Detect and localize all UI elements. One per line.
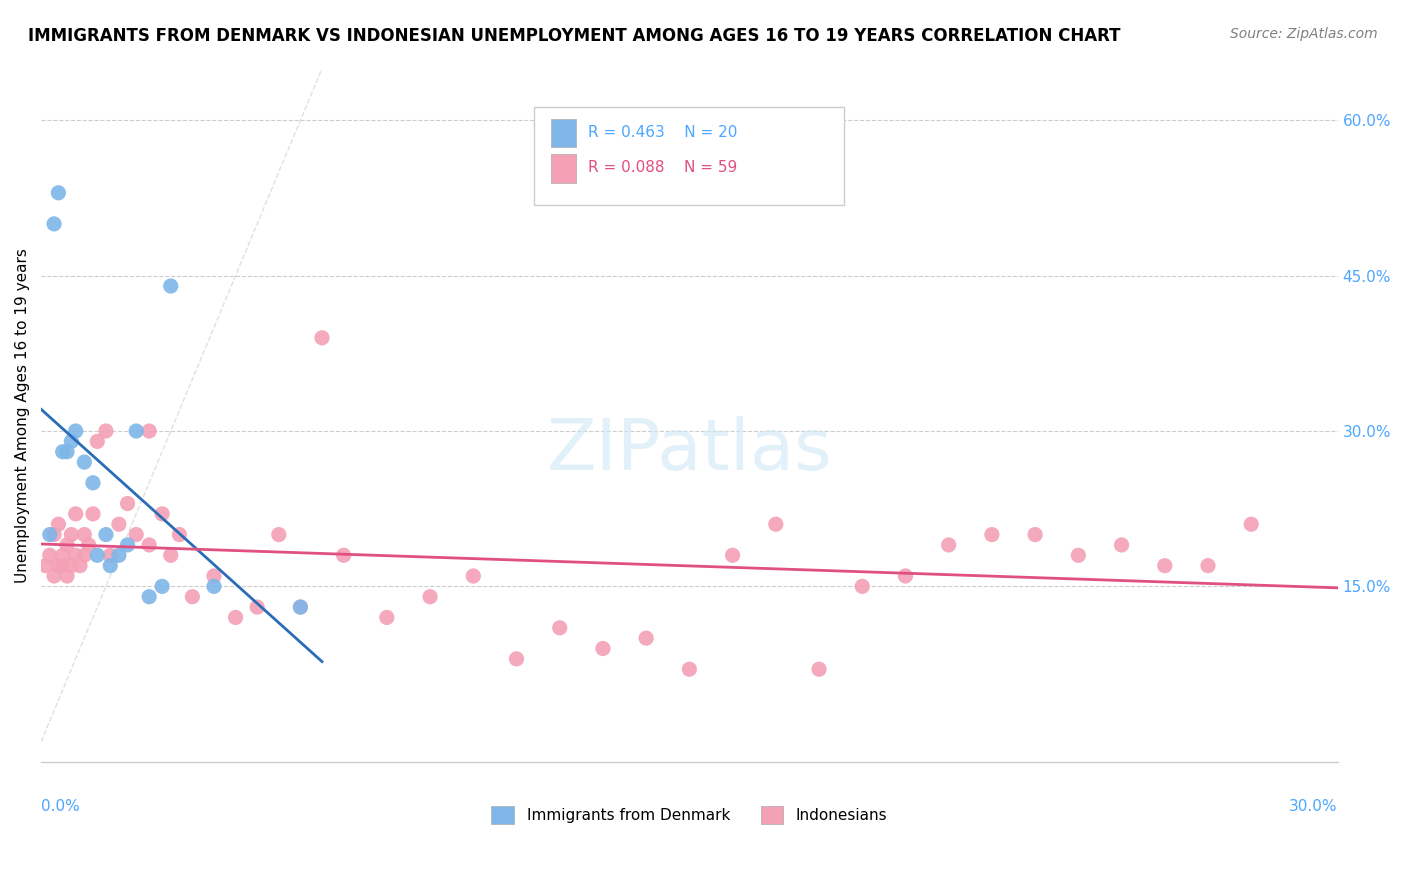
Point (290, 600, 312, 615)
Point (1240, 517, 1263, 532)
Point (52, 549, 75, 563)
Point (267, 527, 290, 541)
Point (125, 527, 148, 541)
Point (60, 527, 83, 541)
Point (94, 527, 117, 541)
Point (138, 538, 160, 552)
Point (82, 507, 104, 521)
Point (894, 569, 917, 583)
Point (678, 662, 700, 676)
Point (73, 527, 96, 541)
Point (48, 517, 70, 532)
Point (48, 558, 70, 573)
Point (419, 590, 441, 604)
Point (117, 538, 139, 552)
Point (169, 527, 191, 541)
Point (290, 600, 312, 615)
Point (159, 279, 181, 293)
Point (721, 549, 744, 563)
Point (1024, 527, 1046, 541)
Point (980, 527, 1002, 541)
Point (1067, 549, 1090, 563)
Text: IMMIGRANTS FROM DENMARK VS INDONESIAN UNEMPLOYMENT AMONG AGES 16 TO 19 YEARS COR: IMMIGRANTS FROM DENMARK VS INDONESIAN UN… (28, 27, 1121, 45)
Point (505, 652, 527, 666)
Point (56, 444, 79, 458)
Point (150, 507, 173, 521)
Point (34, 558, 56, 573)
Point (117, 496, 139, 510)
Point (65, 507, 87, 521)
Point (98, 558, 121, 573)
Point (98, 549, 121, 563)
Point (42, 527, 65, 541)
Legend: Immigrants from Denmark, Indonesians: Immigrants from Denmark, Indonesians (492, 805, 887, 824)
Point (202, 579, 225, 593)
Point (225, 610, 247, 624)
Point (332, 549, 354, 563)
Point (1197, 558, 1219, 573)
Point (94, 424, 117, 438)
Point (808, 662, 831, 676)
Point (125, 424, 148, 438)
Point (65, 549, 87, 563)
Point (138, 424, 160, 438)
Point (938, 538, 960, 552)
Text: R = 0.088    N = 59: R = 0.088 N = 59 (588, 161, 737, 175)
Point (375, 610, 398, 624)
Point (56, 538, 79, 552)
Text: Source: ZipAtlas.com: Source: ZipAtlas.com (1230, 27, 1378, 41)
Point (463, 569, 485, 583)
Point (202, 569, 225, 583)
Point (52, 444, 75, 458)
Point (592, 641, 614, 656)
Y-axis label: Unemployment Among Ages 16 to 19 years: Unemployment Among Ages 16 to 19 years (15, 248, 30, 582)
Point (52, 558, 75, 573)
Point (56, 569, 79, 583)
Point (73, 455, 96, 469)
Text: R = 0.463    N = 20: R = 0.463 N = 20 (588, 125, 737, 139)
Point (548, 621, 571, 635)
Text: 0.0%: 0.0% (41, 798, 80, 814)
Point (311, 331, 333, 345)
Point (138, 590, 160, 604)
Point (1153, 558, 1175, 573)
Point (65, 424, 87, 438)
Point (38, 527, 60, 541)
Point (851, 579, 873, 593)
Point (86, 549, 108, 563)
Point (82, 475, 104, 490)
Point (73, 549, 96, 563)
Point (69, 558, 91, 573)
Point (150, 579, 173, 593)
Point (60, 434, 83, 449)
Point (246, 600, 269, 615)
Point (159, 549, 181, 563)
Point (60, 558, 83, 573)
Point (38, 549, 60, 563)
Point (181, 590, 204, 604)
Point (765, 517, 787, 532)
Point (86, 434, 108, 449)
Point (108, 549, 131, 563)
Point (108, 517, 131, 532)
Text: 30.0%: 30.0% (1289, 798, 1337, 814)
Point (48, 186, 70, 200)
Point (42, 217, 65, 231)
Point (636, 631, 658, 645)
Point (42, 569, 65, 583)
Point (1111, 538, 1133, 552)
Point (77, 538, 100, 552)
Text: ZIPatlas: ZIPatlas (547, 416, 832, 484)
